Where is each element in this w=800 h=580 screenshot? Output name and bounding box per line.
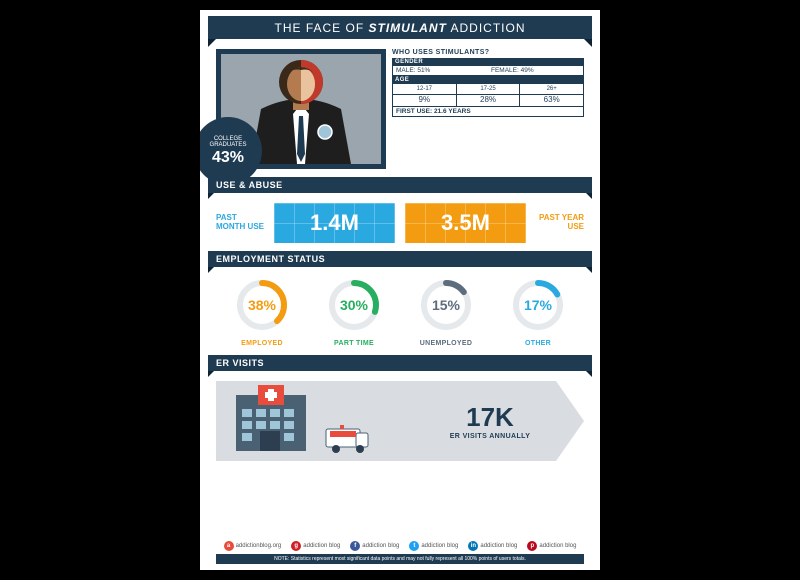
- gender-male: MALE: 51%: [393, 66, 488, 75]
- footer: aaddictionblog.org gaddiction blog faddict…: [200, 541, 600, 564]
- past-month-label: PAST MONTH USE: [216, 214, 264, 232]
- svg-text:38%: 38%: [248, 297, 277, 313]
- age-header: AGE: [392, 76, 584, 84]
- footer-note: NOTE: Statistics represent most signific…: [216, 554, 584, 564]
- social-row: aaddictionblog.org gaddiction blog faddict…: [200, 541, 600, 551]
- stats-table: WHO USES STIMULANTS? GENDER MALE: 51% FE…: [392, 49, 584, 169]
- age-cell: 26+63%: [520, 84, 583, 106]
- social-item: gaddiction blog: [291, 541, 340, 551]
- past-year-label: PAST YEAR USE: [536, 214, 584, 232]
- donut-unemployed: 15% UNEMPLOYED: [411, 277, 481, 347]
- badge-line2: GRADUATES: [210, 142, 247, 149]
- donut-part-time: 30% PART TIME: [319, 277, 389, 347]
- er-value: 17K: [396, 402, 584, 433]
- donut-row: 38% EMPLOYED 30% PART TIME 15% UNEMPLOYE…: [216, 277, 584, 347]
- ribbon-employment: EMPLOYMENT STATUS: [208, 251, 592, 267]
- badge-pct: 43%: [212, 149, 244, 167]
- social-item: faddiction blog: [350, 541, 399, 551]
- age-cell: 17-2528%: [457, 84, 521, 106]
- svg-text:30%: 30%: [340, 297, 369, 313]
- portrait-wrap: COLLEGE GRADUATES 43%: [216, 49, 386, 169]
- donut-employed: 38% EMPLOYED: [227, 277, 297, 347]
- gender-header: GENDER: [392, 58, 584, 66]
- firstuse-row: FIRST USE: 21.6 YEARS: [392, 107, 584, 117]
- title-pre: THE FACE OF: [274, 21, 368, 35]
- college-badge: COLLEGE GRADUATES 43%: [200, 117, 262, 185]
- social-item: taddiction blog: [409, 541, 458, 551]
- title-banner: THE FACE OF STIMULANT ADDICTION: [208, 16, 592, 39]
- svg-text:15%: 15%: [432, 297, 461, 313]
- ribbon-use-abuse: USE & ABUSE: [208, 177, 592, 193]
- er-stat: 17K ER VISITS ANNUALLY: [396, 402, 584, 440]
- donut-other: 17% OTHER: [503, 277, 573, 347]
- past-year-block: 3.5M: [405, 203, 526, 243]
- social-item: aaddictionblog.org: [224, 541, 282, 551]
- social-item: paddiction blog: [527, 541, 576, 551]
- stats-question: WHO USES STIMULANTS?: [392, 49, 584, 56]
- age-row: 12-179%17-2528%26+63%: [392, 84, 584, 107]
- gender-female: FEMALE: 49%: [488, 66, 583, 75]
- hospital-illustration: [216, 381, 396, 461]
- ribbon-er: ER VISITS: [208, 355, 592, 371]
- title-highlight: STIMULANT: [369, 21, 447, 35]
- gender-row: MALE: 51% FEMALE: 49%: [392, 66, 584, 76]
- badge-line1: COLLEGE: [214, 136, 242, 143]
- age-cell: 12-179%: [393, 84, 457, 106]
- title-post: ADDICTION: [447, 21, 526, 35]
- social-item: inaddiction blog: [468, 541, 517, 551]
- svg-text:17%: 17%: [524, 297, 553, 313]
- hero-row: COLLEGE GRADUATES 43% WHO USES STIMULANT…: [216, 49, 584, 169]
- use-row: PAST MONTH USE 1.4M 3.5M PAST YEAR USE: [216, 203, 584, 243]
- er-block: 17K ER VISITS ANNUALLY: [216, 381, 584, 461]
- infographic-root: THE FACE OF STIMULANT ADDICTION: [200, 10, 600, 570]
- er-label: ER VISITS ANNUALLY: [396, 433, 584, 440]
- past-month-block: 1.4M: [274, 203, 395, 243]
